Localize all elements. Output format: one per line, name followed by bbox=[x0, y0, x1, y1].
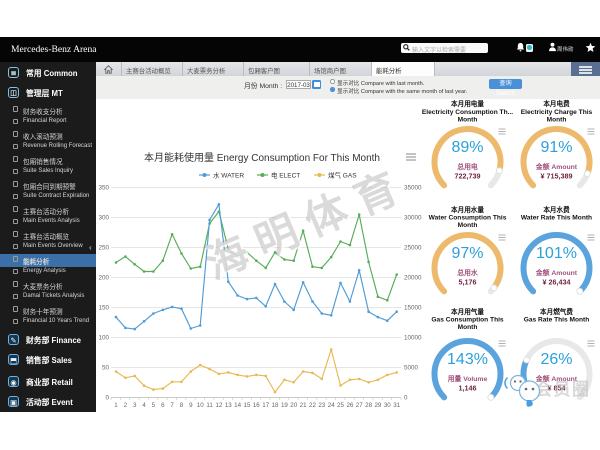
svg-text:300: 300 bbox=[98, 215, 109, 222]
svg-text:本月用水量: 本月用水量 bbox=[450, 205, 484, 214]
svg-text:50: 50 bbox=[102, 365, 110, 372]
svg-text:金额 Amount: 金额 Amount bbox=[535, 374, 578, 383]
svg-text:2: 2 bbox=[124, 402, 128, 409]
svg-text:30: 30 bbox=[384, 402, 391, 409]
svg-text:水 WATER: 水 WATER bbox=[213, 171, 244, 180]
svg-text:总用电: 总用电 bbox=[457, 162, 478, 171]
svg-text:本月电费: 本月电费 bbox=[542, 99, 570, 108]
svg-text:0: 0 bbox=[404, 395, 408, 402]
svg-text:26: 26 bbox=[346, 402, 353, 409]
svg-text:¥ 26,434: ¥ 26,434 bbox=[543, 278, 571, 287]
svg-text:24: 24 bbox=[328, 402, 335, 409]
svg-text:金额 Amount: 金额 Amount bbox=[535, 268, 578, 277]
svg-text:12: 12 bbox=[215, 402, 222, 409]
svg-text:30000: 30000 bbox=[404, 215, 422, 222]
svg-text:26%: 26% bbox=[540, 351, 572, 368]
svg-text:250: 250 bbox=[98, 245, 109, 252]
svg-text:本月用气量: 本月用气量 bbox=[450, 307, 484, 316]
svg-text:20: 20 bbox=[290, 402, 297, 409]
svg-text:Gas Consumption This: Gas Consumption This bbox=[431, 317, 504, 324]
svg-text:18: 18 bbox=[272, 402, 279, 409]
svg-text:7: 7 bbox=[170, 402, 174, 409]
svg-text:29: 29 bbox=[374, 402, 381, 409]
svg-text:Month: Month bbox=[458, 222, 478, 229]
svg-text:722,739: 722,739 bbox=[455, 172, 481, 181]
svg-text:煤气 GAS: 煤气 GAS bbox=[328, 171, 357, 180]
svg-text:总用水: 总用水 bbox=[457, 268, 478, 277]
svg-text:本月燃气费: 本月燃气费 bbox=[539, 307, 573, 316]
svg-text:10: 10 bbox=[197, 402, 204, 409]
svg-text:9: 9 bbox=[189, 402, 193, 409]
svg-text:6: 6 bbox=[161, 402, 165, 409]
svg-text:97%: 97% bbox=[451, 245, 483, 262]
svg-text:8: 8 bbox=[180, 402, 184, 409]
svg-text:1,146: 1,146 bbox=[459, 384, 477, 393]
svg-text:10000: 10000 bbox=[404, 335, 422, 342]
svg-text:27: 27 bbox=[356, 402, 363, 409]
svg-text:0: 0 bbox=[105, 395, 109, 402]
svg-text:用量 Volume: 用量 Volume bbox=[447, 374, 488, 383]
svg-text:14: 14 bbox=[234, 402, 241, 409]
svg-text:Electricity Consumption Th...: Electricity Consumption Th... bbox=[422, 109, 513, 116]
svg-text:4: 4 bbox=[142, 402, 146, 409]
svg-text:22: 22 bbox=[309, 402, 316, 409]
svg-text:17: 17 bbox=[262, 402, 269, 409]
svg-text:91%: 91% bbox=[540, 139, 572, 156]
svg-text:5000: 5000 bbox=[404, 365, 419, 372]
svg-text:Water Rate This Month: Water Rate This Month bbox=[521, 215, 592, 222]
svg-text:Gas Rate This Month: Gas Rate This Month bbox=[524, 317, 590, 324]
svg-text:20000: 20000 bbox=[404, 275, 422, 282]
svg-text:会员圈: 会员圈 bbox=[535, 379, 591, 399]
svg-text:25000: 25000 bbox=[404, 245, 422, 252]
svg-text:15000: 15000 bbox=[404, 305, 422, 312]
svg-text:本月水费: 本月水费 bbox=[542, 205, 570, 214]
svg-text:1: 1 bbox=[114, 402, 118, 409]
svg-text:25: 25 bbox=[337, 402, 344, 409]
svg-text:Month: Month bbox=[547, 117, 567, 124]
svg-text:101%: 101% bbox=[536, 245, 577, 262]
svg-text:¥ 854: ¥ 854 bbox=[548, 384, 566, 393]
svg-text:23: 23 bbox=[318, 402, 325, 409]
svg-text:200: 200 bbox=[98, 275, 109, 282]
svg-text:电 ELECT: 电 ELECT bbox=[271, 171, 300, 180]
svg-text:28: 28 bbox=[365, 402, 372, 409]
svg-text:21: 21 bbox=[300, 402, 307, 409]
svg-text:15: 15 bbox=[244, 402, 251, 409]
svg-text:35000: 35000 bbox=[404, 185, 422, 192]
svg-text:Month: Month bbox=[458, 117, 478, 124]
svg-text:13: 13 bbox=[225, 402, 232, 409]
svg-text:16: 16 bbox=[253, 402, 260, 409]
svg-text:Electricity Charge This: Electricity Charge This bbox=[521, 109, 593, 116]
svg-text:143%: 143% bbox=[447, 351, 488, 368]
svg-text:31: 31 bbox=[393, 402, 400, 409]
svg-text:金额 Amount: 金额 Amount bbox=[535, 162, 578, 171]
svg-text:本月能耗使用量 Energy Consumption For: 本月能耗使用量 Energy Consumption For This Mont… bbox=[144, 151, 380, 164]
svg-text:89%: 89% bbox=[451, 139, 483, 156]
svg-text:100: 100 bbox=[98, 335, 109, 342]
svg-text:3: 3 bbox=[133, 402, 137, 409]
svg-text:19: 19 bbox=[281, 402, 288, 409]
svg-text:Water Consumption This: Water Consumption This bbox=[429, 215, 507, 222]
svg-text:5: 5 bbox=[152, 402, 156, 409]
svg-text:5,176: 5,176 bbox=[459, 278, 477, 287]
svg-text:350: 350 bbox=[98, 185, 109, 192]
svg-text:Month: Month bbox=[458, 324, 478, 331]
svg-text:¥ 715,389: ¥ 715,389 bbox=[541, 172, 573, 181]
svg-text:150: 150 bbox=[98, 305, 109, 312]
svg-text:本月用电量: 本月用电量 bbox=[450, 99, 484, 108]
svg-text:11: 11 bbox=[206, 402, 213, 409]
